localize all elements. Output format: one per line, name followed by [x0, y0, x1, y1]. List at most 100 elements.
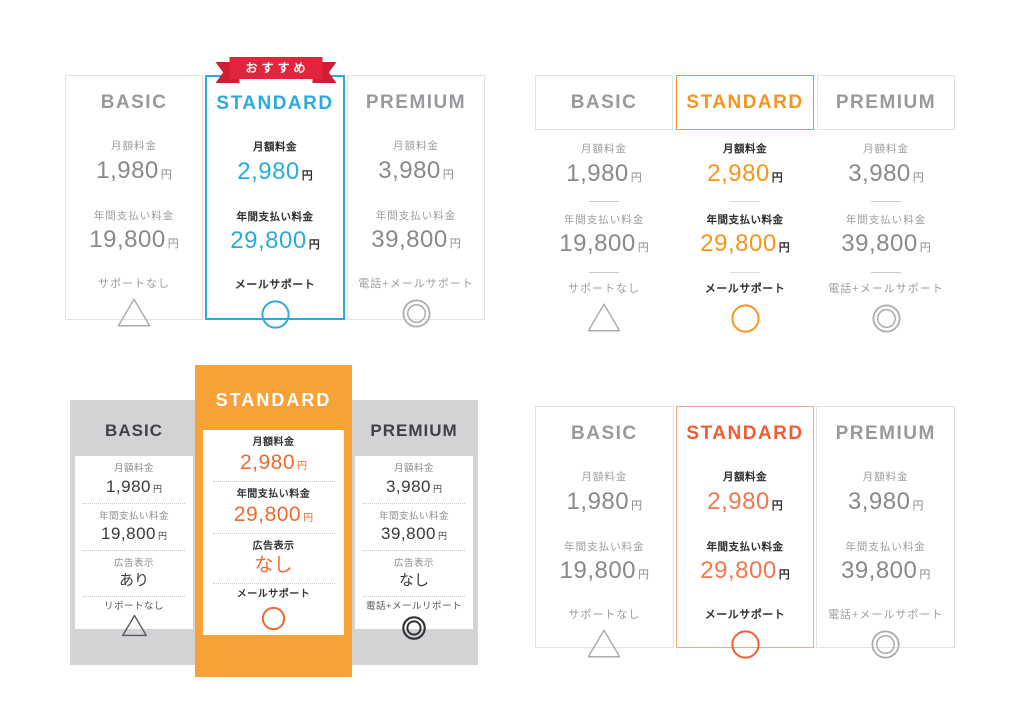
plan-header-standard[interactable]: STANDARD: [676, 75, 814, 130]
plan-column-premium: 月額料金 3,980 円 年間支払い料金 39,800 円 電話+メールサポート: [817, 130, 955, 335]
plan-card-standard[interactable]: STANDARD 月額料金 2,980 円 年間支払い料金 29,800 円 メール…: [675, 406, 815, 659]
monthly-fee-label: 月額料金: [723, 143, 767, 155]
pricing-table-ribbon-cyan: おすすめ BASIC 月額料金 1,980 円 年間支払い料金 19,800 円 サ…: [65, 57, 485, 329]
monthly-price: 2,980 円: [239, 451, 308, 474]
yearly-fee-label: 年間支払い料金: [706, 540, 784, 553]
monthly-fee-label: 月額料金: [111, 140, 157, 152]
triangle-icon: [586, 302, 622, 333]
monthly-fee-label: 月額料金: [723, 471, 767, 483]
plan-title: BASIC: [100, 92, 168, 113]
support-label: 電話+メールサポート: [828, 283, 944, 295]
circle-icon: [259, 604, 288, 633]
divider: [83, 550, 185, 551]
divider: [83, 502, 185, 504]
plan-card-premium[interactable]: PREMIUM 月額料金 3,980 円 年間支払い料金 39,800 円 電話+メ…: [347, 75, 485, 328]
yearly-price: 19,800 円: [89, 226, 179, 253]
support-label: メールサポート: [704, 283, 786, 295]
yearly-fee-label: 年間支払い料金: [845, 213, 927, 226]
pricing-table-gray-panel: BASIC PREMIUM 月額料金 1,980 円 年間支払い料金 19,800…: [70, 365, 478, 680]
pricing-table-header-boxes: BASIC STANDARD PREMIUM 月額料金 1,980 円 年間支払い…: [535, 75, 955, 333]
support-label: 電話+メールサポート: [827, 609, 944, 621]
plan-card-basic[interactable]: BASIC 月額料金 1,980 円 年間支払い料金 19,800 円 サポートなし: [535, 406, 674, 658]
monthly-fee-label: 月額料金: [862, 471, 909, 483]
ad-display-value: なし: [398, 571, 429, 589]
plan-title: BASIC: [570, 92, 638, 113]
ad-display-label: 広告表示: [113, 558, 154, 569]
yearly-price: 19,800 円: [559, 230, 649, 257]
double-circle-icon: [870, 302, 903, 335]
yearly-price: 29,800 円: [233, 503, 314, 526]
plan-card-premium[interactable]: 月額料金 3,980 円 年間支払い料金 39,800 円 広告表示 なし 電話+メ…: [355, 456, 473, 640]
yearly-fee-label: 年間支払い料金: [236, 489, 311, 500]
divider: [589, 272, 619, 273]
monthly-fee-label: 月額料金: [581, 471, 628, 483]
circle-icon: [729, 628, 762, 661]
plan-header-basic[interactable]: BASIC: [535, 75, 673, 130]
plan-title: PREMIUM: [365, 92, 467, 113]
divider: [589, 200, 619, 202]
plan-title: STANDARD: [215, 390, 332, 410]
yearly-fee-label: 年間支払い料金: [93, 209, 175, 222]
yearly-price: 19,800 円: [559, 557, 650, 584]
support-label: 電話+メールサポート: [358, 278, 474, 290]
yearly-price: 39,800 円: [371, 226, 461, 253]
plan-title: STANDARD: [686, 92, 804, 113]
circle-icon: [729, 302, 762, 335]
divider: [363, 550, 465, 551]
plan-title: BASIC: [105, 421, 163, 440]
support-label: リポートなし: [103, 600, 164, 612]
plan-card-premium[interactable]: PREMIUM 月額料金 3,980 円 年間支払い料金 39,800 円 電話+メ…: [816, 406, 956, 659]
yearly-price: 39,800 円: [841, 230, 931, 257]
ad-display-value: あり: [118, 571, 149, 589]
support-label: 電話+メールリポート: [365, 600, 463, 612]
plan-title: STANDARD: [216, 93, 334, 114]
yearly-price: 29,800 円: [230, 227, 320, 254]
monthly-price: 3,980 円: [847, 487, 924, 515]
monthly-price: 2,980 円: [707, 487, 783, 515]
triangle-icon: [586, 628, 622, 659]
monthly-price: 3,980 円: [378, 156, 454, 184]
double-circle-icon: [869, 628, 902, 661]
monthly-price: 1,980 円: [96, 156, 172, 184]
divider: [363, 502, 465, 504]
monthly-fee-label: 月額料金: [393, 463, 434, 474]
yearly-fee-label: 年間支払い料金: [845, 540, 926, 553]
divider: [212, 533, 335, 534]
plan-title: PREMIUM: [835, 92, 937, 113]
plan-title: PREMIUM: [370, 421, 458, 440]
plan-card-standard[interactable]: STANDARD 月額料金 2,980 円 年間支払い料金 29,800 円 広告表…: [195, 365, 352, 677]
plan-column-standard: 月額料金 2,980 円 年間支払い料金 29,800 円 メールサポート: [676, 130, 814, 335]
standard-inner-card: 月額料金 2,980 円 年間支払い料金 29,800 円 広告表示 なし メールサ…: [203, 430, 344, 635]
double-circle-icon: [400, 297, 433, 330]
pricing-table-redorange: BASIC 月額料金 1,980 円 年間支払い料金 19,800 円 サポートなし…: [535, 406, 956, 659]
monthly-fee-label: 月額料金: [253, 141, 297, 153]
yearly-fee-label: 年間支払い料金: [564, 540, 645, 553]
support-label: メールサポート: [704, 609, 786, 621]
plan-card-basic[interactable]: 月額料金 1,980 円 年間支払い料金 19,800 円 広告表示 あり リポート…: [75, 456, 193, 637]
monthly-price: 3,980 円: [848, 159, 924, 187]
yearly-fee-label: 年間支払い料金: [98, 510, 169, 522]
monthly-price: 1,980 円: [566, 159, 642, 187]
yearly-price: 39,800 円: [380, 524, 447, 543]
yearly-fee-label: 年間支払い料金: [375, 209, 457, 222]
circle-icon: [259, 298, 292, 331]
plan-header-premium[interactable]: PREMIUM: [817, 75, 955, 130]
support-label: メールサポート: [234, 279, 316, 291]
plan-column-basic: 月額料金 1,980 円 年間支払い料金 19,800 円 サポートなし: [535, 130, 673, 335]
yearly-price: 29,800 円: [700, 230, 790, 257]
ad-display-label: 広告表示: [252, 541, 295, 552]
ad-display-label: 広告表示: [393, 558, 434, 569]
divider: [871, 200, 901, 202]
yearly-fee-label: 年間支払い料金: [236, 210, 314, 223]
plan-card-standard[interactable]: STANDARD 月額料金 2,980 円 年間支払い料金 29,800 円 メール…: [205, 75, 345, 329]
monthly-fee-label: 月額料金: [863, 143, 909, 155]
yearly-fee-label: 年間支払い料金: [563, 213, 645, 226]
monthly-fee-label: 月額料金: [252, 437, 295, 448]
yearly-fee-label: 年間支払い料金: [706, 213, 784, 226]
divider: [212, 583, 335, 584]
monthly-price: 1,980 円: [566, 487, 643, 515]
monthly-price: 3,980 円: [385, 476, 443, 496]
monthly-price: 1,980 円: [105, 476, 163, 496]
plan-card-basic[interactable]: BASIC 月額料金 1,980 円 年間支払い料金 19,800 円 サポートなし: [65, 75, 203, 327]
recommend-ribbon-label: おすすめ: [229, 57, 323, 79]
